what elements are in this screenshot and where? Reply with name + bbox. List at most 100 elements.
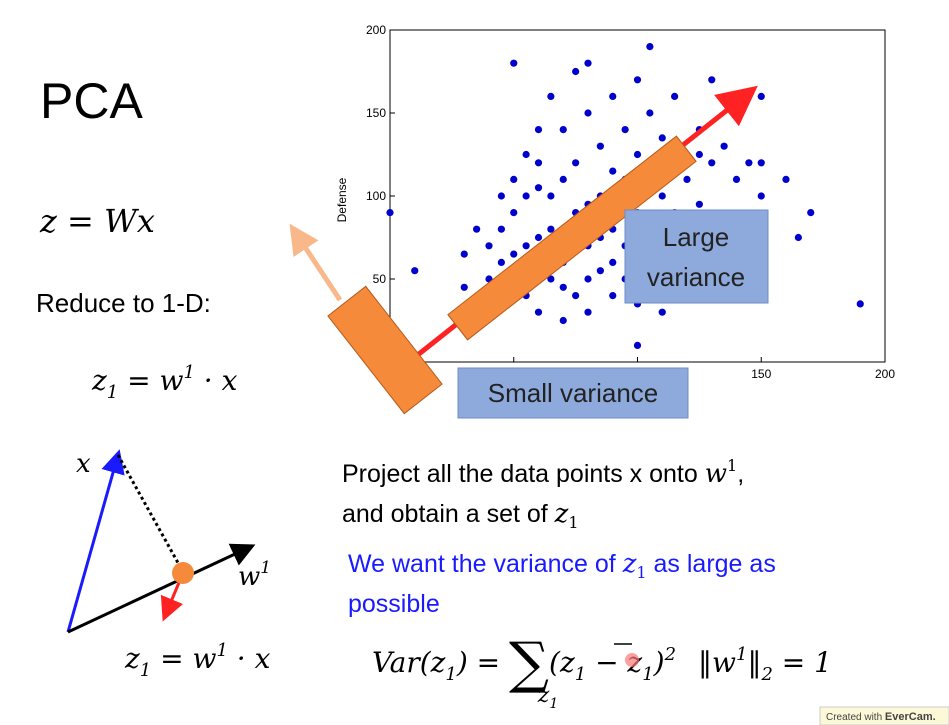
point [757,159,765,167]
point [510,59,518,67]
small-box-text: Small variance [488,378,659,408]
reduce: Reduce to 1-D: [36,288,211,318]
y-axis-label: Defense [335,177,349,222]
point [460,250,468,258]
point [534,126,543,134]
point [671,92,679,100]
point [510,175,518,183]
point [708,76,716,84]
point [720,142,728,150]
point [510,250,518,258]
point [794,233,802,242]
y-tick-label: 200 [366,23,386,37]
point [683,175,691,183]
point [732,175,741,183]
point [559,316,567,325]
point [633,341,642,349]
want-line1: We want the variance of z1 as large as [348,549,776,582]
point [609,292,617,300]
w-vector [67,543,256,634]
point [534,233,543,242]
overlays: Large variance Small variance [289,85,769,419]
point [547,225,555,233]
point [584,109,592,117]
point [782,175,790,183]
diagram: x w1 z1 = w1 · x [66,449,271,681]
project-line1: Project all the data points x onto w1, [342,456,744,489]
small-box [457,367,689,419]
point [584,308,592,316]
point [522,242,530,250]
point [522,192,530,200]
project-line2: and obtain a set of z1 [342,499,579,532]
large-box [624,209,769,304]
sum-index: z1 [537,683,559,712]
point [386,209,394,217]
point [497,258,505,266]
point [547,275,555,283]
point [534,159,543,167]
point [572,159,580,167]
y-tick-label: 150 [366,106,386,120]
point [411,267,419,275]
footer: Created with EverCam. [826,711,936,723]
point [609,167,617,175]
point [584,59,592,67]
point [609,258,617,266]
point [807,209,815,217]
point [485,242,493,250]
eq-z: z = Wx [39,202,155,240]
point [658,192,666,200]
title: PCA [40,73,143,129]
point [646,43,654,51]
point [572,67,580,76]
point [522,150,530,159]
point [757,92,765,100]
point [547,192,555,200]
point [695,150,703,159]
point [547,92,555,100]
point [584,275,592,283]
want-line2: possible [348,590,440,618]
x-vector [66,449,125,633]
point [473,225,481,233]
point [534,308,543,316]
x-label: x [76,449,91,479]
w-label: w1 [238,558,271,592]
point [460,283,468,291]
point [497,192,505,200]
point [757,192,765,200]
short-bar [327,285,443,415]
point [572,292,580,300]
projection-point [172,562,194,584]
projection-line [116,454,184,571]
point [559,283,567,291]
long-bar [447,135,697,341]
point [534,184,543,192]
eq-z1: z1 = w1 · x [91,362,238,403]
point [596,142,604,150]
point [633,76,642,84]
arrow-perp [289,223,343,302]
point [497,225,505,233]
point [510,209,518,217]
point [633,150,642,159]
point [559,126,567,134]
point [708,159,716,167]
point [609,92,617,100]
point [856,300,864,308]
y-tick-label: 100 [366,189,386,203]
point [658,134,666,142]
point [658,308,666,316]
point [621,126,629,134]
point [596,267,604,275]
diagram-eq: z1 = w1 · x [124,640,271,681]
cursor [625,653,639,667]
large-box-text: variance [647,262,745,292]
x-tick-label: 150 [751,367,771,381]
point [745,159,753,167]
y-tick-label: 50 [373,272,387,286]
large-box-text: Large [663,222,730,252]
point [695,200,703,208]
